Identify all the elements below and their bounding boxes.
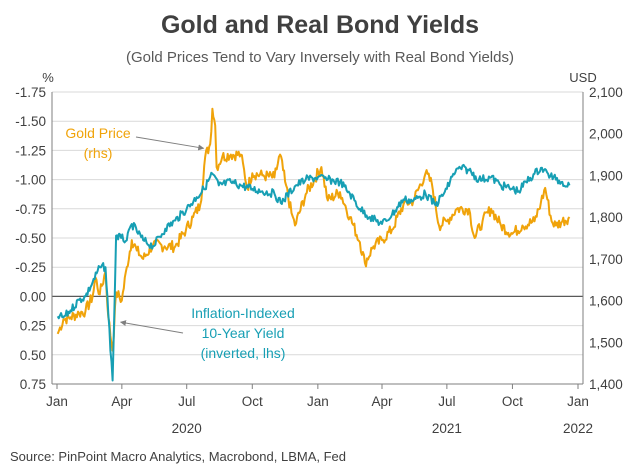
x-tick-label: Apr xyxy=(111,394,133,409)
left-tick-label: 0.00 xyxy=(20,289,46,304)
yield-annotation-label: (inverted, lhs) xyxy=(201,345,286,361)
right-axis-unit: USD xyxy=(569,70,596,85)
left-axis-unit: % xyxy=(42,70,54,85)
x-tick-label: Jan xyxy=(46,394,68,409)
real-yield-line xyxy=(56,163,571,382)
left-tick-label: -1.50 xyxy=(15,114,46,129)
chart-subtitle: (Gold Prices Tend to Vary Inversely with… xyxy=(126,49,514,66)
x-tick-label: Oct xyxy=(502,394,523,409)
left-tick-label: -1.25 xyxy=(15,143,46,158)
left-tick-label: -0.50 xyxy=(15,231,46,246)
right-tick-label: 2,100 xyxy=(589,85,623,100)
left-tick-label: 0.75 xyxy=(20,377,46,392)
x-tick-label: Apr xyxy=(371,394,393,409)
right-tick-label: 1,600 xyxy=(589,294,623,309)
series-lines xyxy=(56,107,571,382)
grid-lines xyxy=(52,91,583,385)
yield-annotation-arrow xyxy=(119,320,184,334)
gold-annotation-label: (rhs) xyxy=(84,145,113,161)
left-tick-label: -1.00 xyxy=(15,173,46,188)
yield-annotation-label: Inflation-Indexed xyxy=(191,305,295,321)
gold-price-line xyxy=(56,107,571,352)
x-year-label: 2021 xyxy=(432,421,462,436)
x-tick-label: Jan xyxy=(307,394,329,409)
right-tick-label: 1,500 xyxy=(589,335,623,350)
axes xyxy=(51,92,584,389)
left-tick-label: -1.75 xyxy=(15,85,46,100)
x-tick-label: Jan xyxy=(567,394,589,409)
gold-annotation-arrow xyxy=(135,136,205,151)
x-tick-label: Jul xyxy=(438,394,455,409)
x-tick-label: Oct xyxy=(242,394,263,409)
right-tick-label: 1,800 xyxy=(589,210,623,225)
annotations: Gold Price (rhs) Inflation-Indexed 10-Year … xyxy=(65,125,294,361)
source-note: Source: PinPoint Macro Analytics, Macrob… xyxy=(10,449,346,464)
left-tick-label: -0.75 xyxy=(15,202,46,217)
right-tick-label: 1,400 xyxy=(589,377,623,392)
tick-labels: -1.75 -1.50 -1.25 -1.00 -0.75 -0.50 -0.25 0.00 0… xyxy=(15,85,623,436)
left-tick-label: -0.25 xyxy=(15,260,46,275)
left-tick-label: 0.25 xyxy=(20,319,46,334)
gold-annotation-label: Gold Price xyxy=(65,125,131,141)
right-tick-label: 1,700 xyxy=(589,252,623,267)
x-year-label: 2022 xyxy=(563,421,593,436)
yield-annotation-label: 10-Year Yield xyxy=(202,325,285,341)
right-tick-label: 2,000 xyxy=(589,127,623,142)
right-tick-label: 1,900 xyxy=(589,168,623,183)
chart-title: Gold and Real Bond Yields xyxy=(161,11,479,39)
x-tick-label: Jul xyxy=(178,394,195,409)
x-year-label: 2020 xyxy=(172,421,202,436)
left-tick-label: 0.50 xyxy=(20,348,46,363)
